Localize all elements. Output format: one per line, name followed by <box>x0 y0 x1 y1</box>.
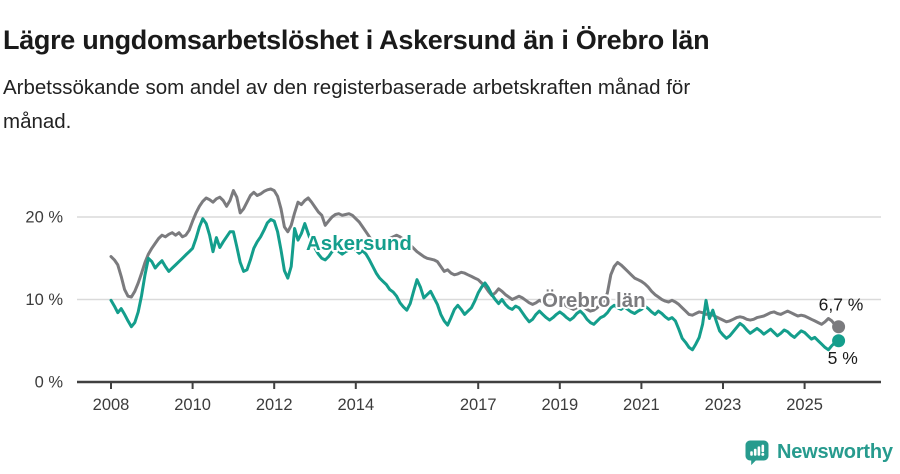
bar-2 <box>753 448 757 456</box>
series-line-askersund <box>109 217 841 352</box>
series-line-orebro-lan <box>109 187 841 329</box>
bar-3 <box>757 445 761 456</box>
y-axis-label-10: 10 % <box>25 291 63 309</box>
exclamation-stem <box>761 444 765 452</box>
page-title: Lägre ungdomsarbetslöshet i Askersund än… <box>3 25 710 56</box>
x-axis-label-2021: 2021 <box>623 396 660 414</box>
x-axis-label-2025: 2025 <box>786 396 823 414</box>
y-axis-label-0: 0 % <box>35 374 64 392</box>
end-value-label-askersund: 5 % <box>828 348 858 368</box>
speech-bubble-shape <box>745 440 769 465</box>
x-axis-label-2012: 2012 <box>256 396 293 414</box>
series-endpoint-dot-orebro-lan <box>832 320 846 334</box>
series-label-askersund: Askersund <box>306 232 412 255</box>
x-axis-label-2008: 2008 <box>93 396 130 414</box>
newsworthy-logo-icon <box>745 440 769 465</box>
newsworthy-wordmark: Newsworthy <box>777 440 893 463</box>
chart-footer: Newsworthy <box>744 438 893 466</box>
x-axis-label-2023: 2023 <box>705 396 742 414</box>
series-endpoint-dot-askersund <box>832 334 846 348</box>
page-subtitle-line-2: månad. <box>3 110 72 133</box>
x-axis-label-2017: 2017 <box>460 396 497 414</box>
y-axis-label-20: 20 % <box>25 209 63 227</box>
end-value-label-orebro-lan: 6,7 % <box>819 295 864 315</box>
page-subtitle: Arbetssökande som andel av den registerb… <box>3 71 863 139</box>
x-axis-label-2014: 2014 <box>337 396 374 414</box>
bar-1 <box>750 450 753 456</box>
x-axis-label-2019: 2019 <box>541 396 578 414</box>
exclamation-dot <box>761 452 765 456</box>
page-subtitle-line-1: Arbetssökande som andel av den registerb… <box>3 76 691 99</box>
series-label-orebro-lan: Örebro län <box>542 289 646 312</box>
x-axis-label-2010: 2010 <box>174 396 211 414</box>
